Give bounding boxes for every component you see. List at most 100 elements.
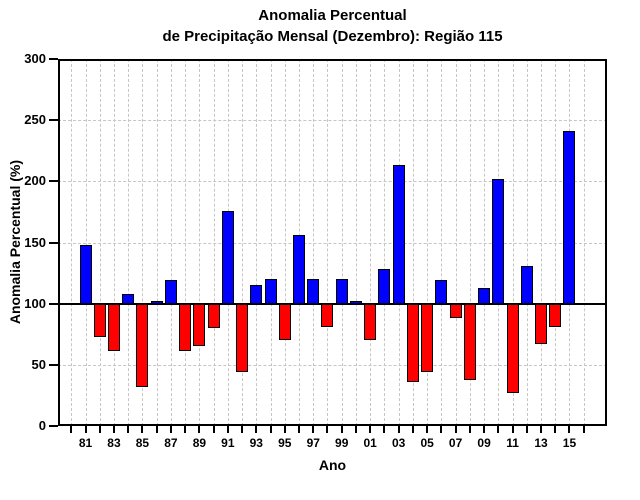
bar-84 — [122, 293, 135, 304]
y-tick-label: 50 — [31, 356, 46, 372]
x-tick — [169, 426, 172, 433]
x-tick — [70, 426, 73, 433]
bar-81 — [79, 244, 92, 304]
x-tick-label: 91 — [221, 436, 235, 450]
x-tick — [312, 426, 315, 433]
y-tick — [49, 363, 58, 366]
bar-95 — [278, 303, 291, 341]
y-tick — [49, 119, 58, 122]
bar-05 — [421, 303, 434, 373]
x-tick — [568, 426, 571, 433]
x-tick — [98, 426, 101, 433]
bar-91 — [221, 210, 234, 304]
x-tick-label: 13 — [534, 436, 548, 450]
x-tick — [155, 426, 158, 433]
x-tick — [525, 426, 528, 433]
x-tick-label: 11 — [506, 436, 519, 450]
bar-11 — [506, 303, 519, 393]
x-tick — [212, 426, 215, 433]
x-tick-label: 15 — [562, 436, 577, 450]
bar-01 — [364, 303, 377, 341]
bar-97 — [307, 279, 320, 304]
x-tick — [483, 426, 486, 433]
bar-83 — [107, 303, 120, 352]
bar-12 — [520, 265, 533, 304]
bar-03 — [392, 165, 405, 304]
x-tick — [369, 426, 372, 433]
y-tick-label: 200 — [24, 173, 46, 189]
bar-85 — [136, 303, 149, 387]
x-tick — [454, 426, 457, 433]
chart-title: Anomalia Percentual de Precipitação Mens… — [58, 5, 607, 47]
plot-area: 81 83 85 87 89 91 93 95 97 99 01 03 05 07 09 11 13 15 0 50 1… — [24, 51, 607, 450]
y-tick-label: 300 — [24, 51, 46, 66]
bar-86 — [150, 301, 163, 304]
x-tick — [411, 426, 414, 433]
x-tick-label: 83 — [107, 436, 121, 450]
bar-00 — [349, 301, 362, 304]
bar-93 — [250, 285, 263, 304]
x-tick — [226, 426, 229, 433]
bar-14 — [549, 303, 562, 327]
bar-02 — [378, 269, 391, 304]
bar-07 — [449, 303, 462, 319]
x-tick — [383, 426, 386, 433]
x-tick — [112, 426, 115, 433]
bar-82 — [93, 303, 106, 337]
bar-15 — [563, 131, 576, 304]
x-tick — [241, 426, 244, 433]
x-tick-label: 07 — [448, 436, 463, 450]
x-tick — [255, 426, 258, 433]
x-tick — [540, 426, 543, 433]
horizontal-gridline — [58, 242, 607, 244]
x-tick — [511, 426, 514, 433]
bar-10 — [492, 178, 505, 304]
bar-88 — [179, 303, 192, 352]
x-tick — [283, 426, 286, 433]
x-tick — [354, 426, 357, 433]
x-tick — [554, 426, 557, 433]
bar-87 — [164, 280, 177, 304]
y-tick — [49, 58, 58, 60]
bar-08 — [463, 303, 476, 380]
x-tick-label: 01 — [363, 436, 377, 450]
x-tick-label: 97 — [306, 436, 320, 450]
x-tick-label: 81 — [78, 436, 93, 450]
x-tick — [198, 426, 201, 433]
x-axis-title: Ano — [318, 457, 347, 473]
x-tick-label: 09 — [477, 436, 491, 450]
bar-13 — [535, 303, 548, 345]
x-tick — [127, 426, 130, 433]
horizontal-gridline — [58, 364, 607, 366]
x-tick — [440, 426, 443, 433]
x-tick-label: 99 — [335, 436, 349, 450]
y-tick — [49, 241, 58, 244]
y-tick — [49, 180, 58, 183]
x-tick-label: 05 — [420, 436, 434, 450]
y-tick-label: 150 — [24, 234, 46, 250]
x-tick — [84, 426, 87, 433]
x-tick — [326, 426, 329, 433]
chart-title-line-1: Anomalia Percentual — [258, 7, 407, 24]
horizontal-gridline — [58, 120, 607, 122]
bar-04 — [406, 303, 419, 382]
x-tick — [141, 426, 144, 433]
bar-89 — [193, 303, 206, 347]
x-tick-label: 95 — [278, 436, 292, 450]
x-tick — [468, 426, 471, 433]
bar-90 — [207, 303, 220, 329]
bar-06 — [435, 280, 448, 304]
y-tick — [49, 302, 58, 305]
bar-96 — [293, 235, 306, 304]
x-tick — [298, 426, 301, 433]
bar-09 — [478, 287, 491, 304]
x-tick-label: 93 — [249, 436, 263, 450]
x-tick-label: 89 — [192, 436, 207, 450]
chart-title-line-2: de Precipitação Mensal (Dezembro): Regiã… — [162, 28, 503, 45]
horizontal-gridline — [58, 181, 607, 183]
x-tick-label: 85 — [135, 436, 150, 450]
x-tick-label: 03 — [391, 436, 406, 450]
y-tick-label: 100 — [24, 295, 46, 311]
x-tick — [397, 426, 400, 433]
